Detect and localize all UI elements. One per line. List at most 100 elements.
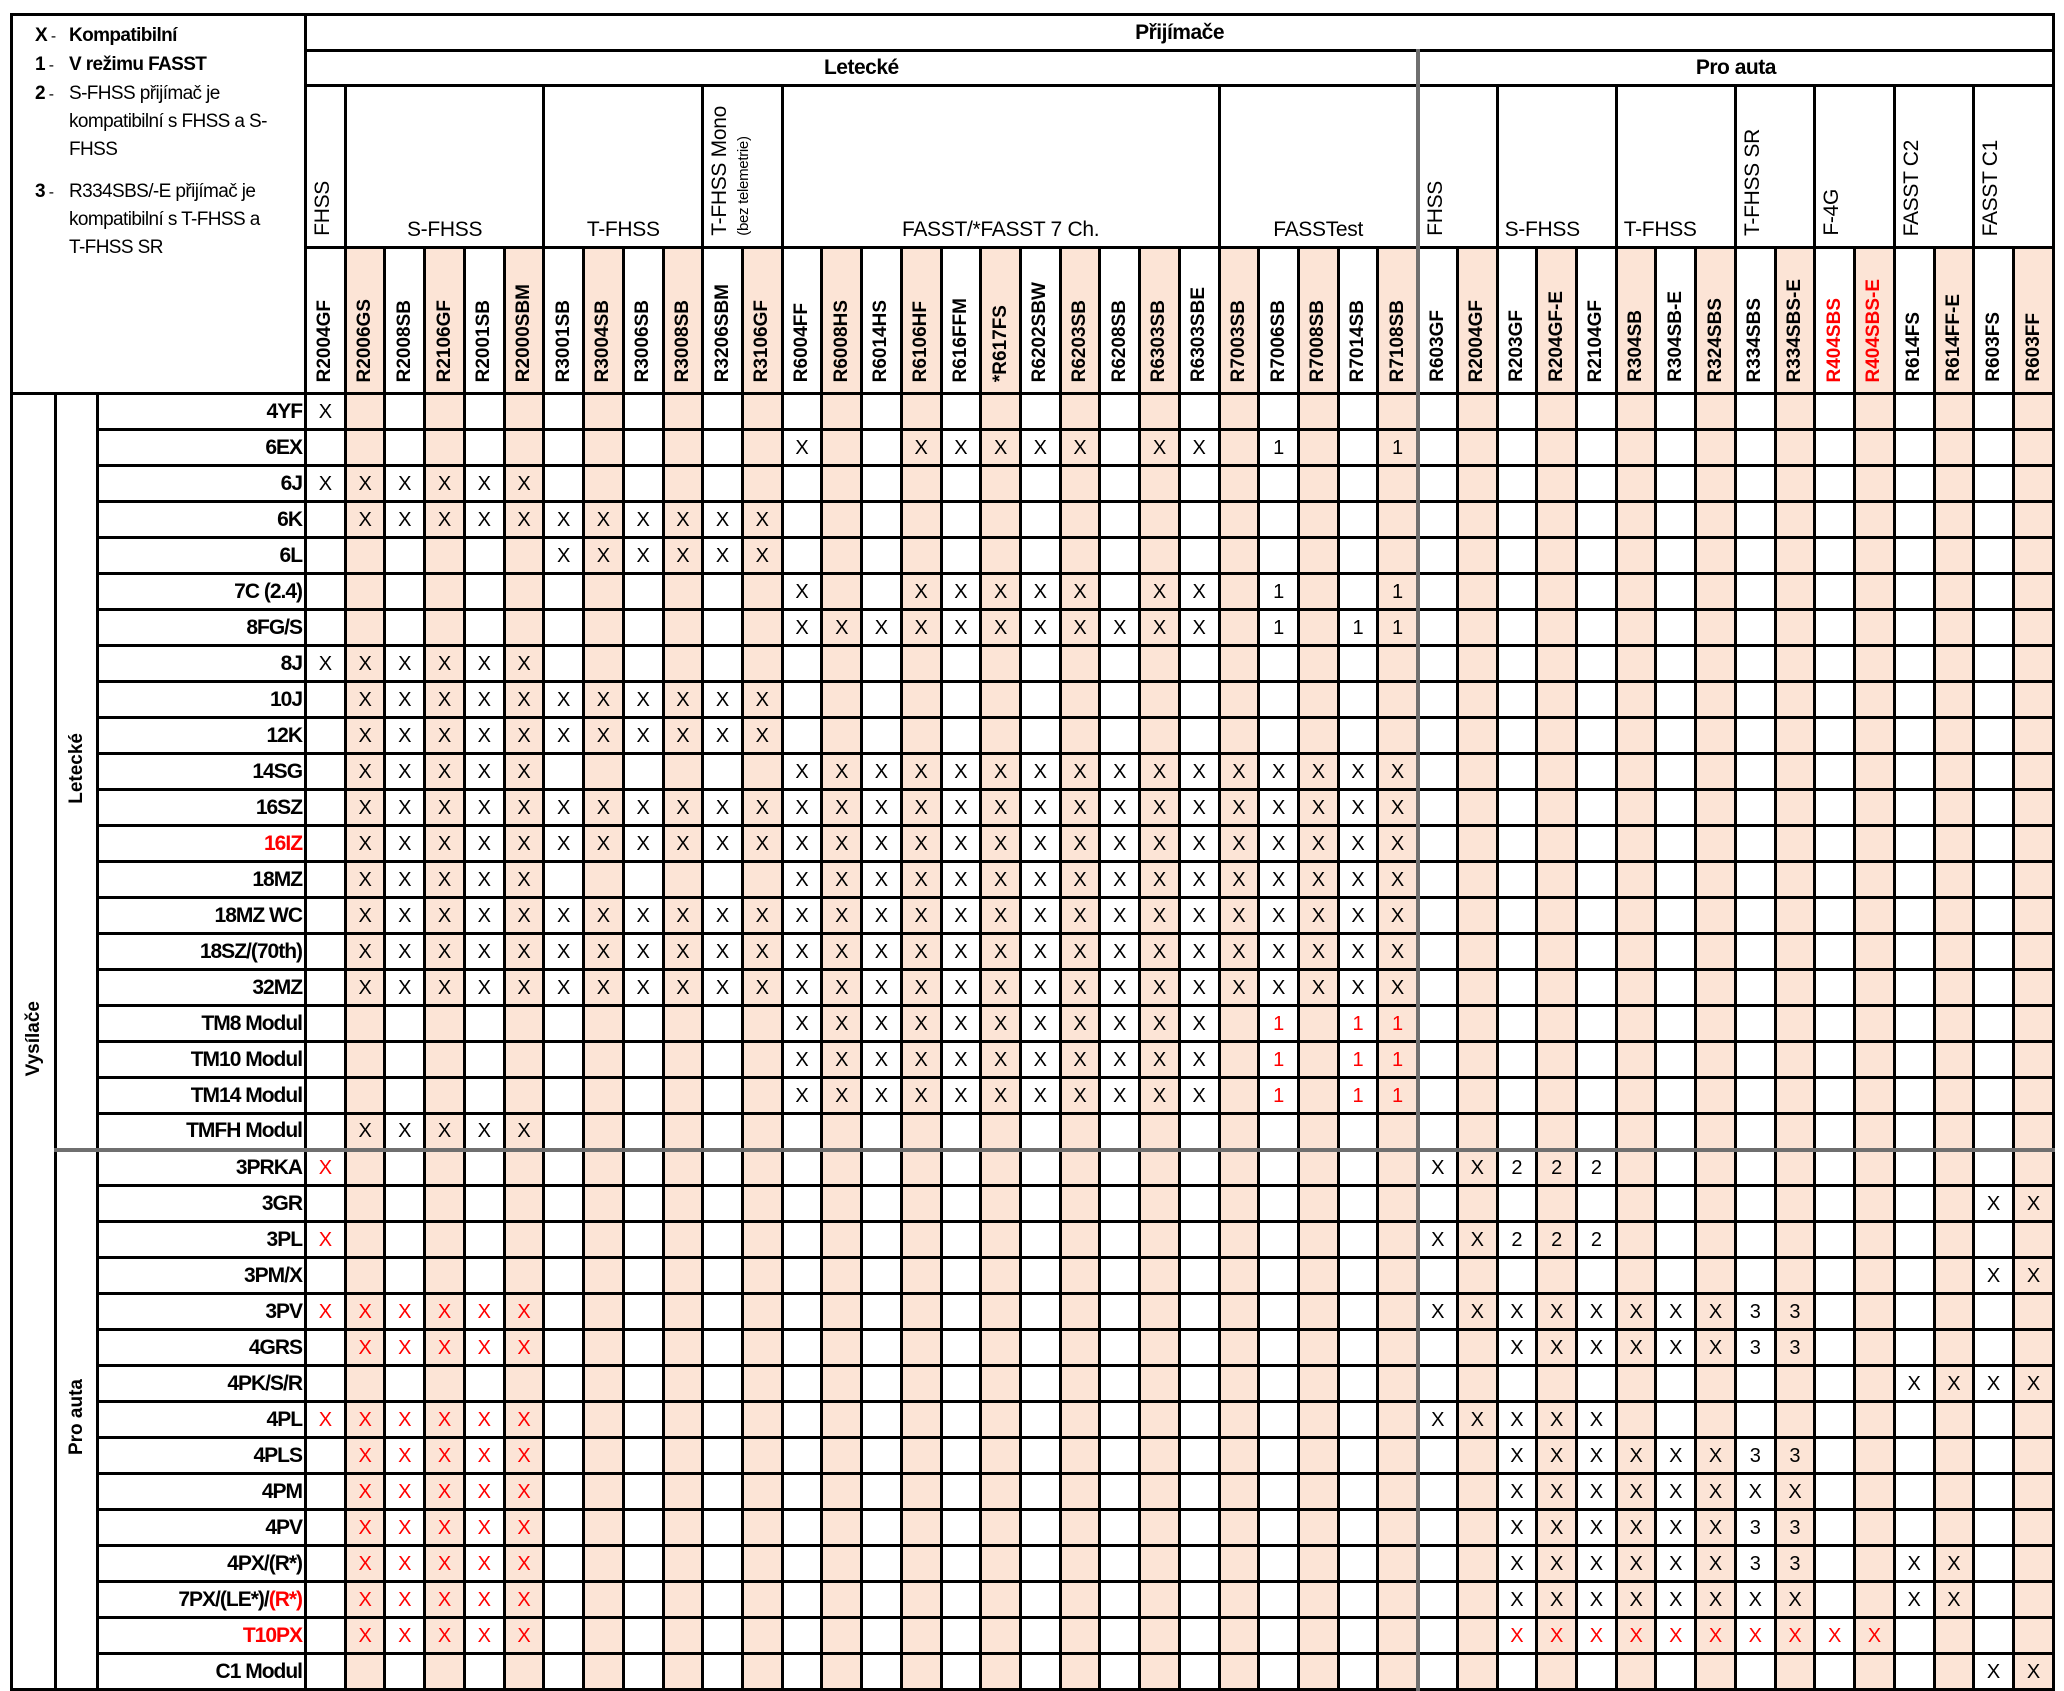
compatibility-cell: X xyxy=(1614,1544,1658,1583)
compatibility-cell xyxy=(979,716,1022,755)
compatibility-cell: X xyxy=(1495,1580,1539,1619)
compatibility-cell: X xyxy=(1018,968,1062,1007)
compatibility-cell xyxy=(1376,536,1420,575)
compatibility-cell xyxy=(1575,968,1618,1007)
compatibility-cell: X xyxy=(1495,1508,1539,1547)
compatibility-cell xyxy=(979,1364,1022,1403)
receiver-group-sublabel: (bez telemetrie) xyxy=(735,136,753,236)
compatibility-cell: X xyxy=(899,896,943,935)
compatibility-cell xyxy=(1654,1040,1698,1079)
compatibility-cell xyxy=(1733,608,1777,647)
compatibility-cell xyxy=(1138,1328,1181,1367)
compatibility-cell xyxy=(2011,1040,2056,1079)
compatibility-cell xyxy=(1575,644,1618,683)
receiver-group-label: T-FHSS Mono (bez telemetrie) xyxy=(708,106,756,236)
compatibility-cell: X xyxy=(343,1328,387,1367)
compatibility-cell xyxy=(860,1184,903,1223)
compatibility-cell: X xyxy=(343,1112,387,1151)
compatibility-cell: X xyxy=(1257,896,1300,935)
compatibility-cell: X xyxy=(502,644,546,683)
compatibility-cell: 1 xyxy=(1257,1004,1300,1043)
compatibility-cell: X xyxy=(582,932,625,971)
compatibility-cell xyxy=(1853,608,1896,647)
compatibility-cell xyxy=(1376,1364,1420,1403)
compatibility-cell xyxy=(1257,500,1300,539)
compatibility-cell: 1 xyxy=(1376,1004,1420,1043)
compatibility-cell xyxy=(1495,824,1539,863)
compatibility-cell xyxy=(1733,716,1777,755)
compatibility-cell: X xyxy=(462,1616,506,1655)
compatibility-cell xyxy=(1575,860,1618,899)
compatibility-cell xyxy=(1138,1508,1181,1547)
compatibility-cell xyxy=(2011,968,2056,1007)
compatibility-cell xyxy=(1972,1292,2015,1331)
receiver-model-name: R404SBS-E xyxy=(1863,278,1885,383)
compatibility-cell xyxy=(1336,1616,1380,1655)
compatibility-cell xyxy=(1694,788,1737,827)
compatibility-cell xyxy=(1972,428,2015,467)
compatibility-cell xyxy=(1415,1004,1459,1043)
compatibility-cell xyxy=(1932,1256,1976,1295)
compatibility-cell xyxy=(1217,428,1261,467)
compatibility-cell: X xyxy=(1177,860,1221,899)
compatibility-cell: X xyxy=(502,1292,546,1331)
compatibility-cell xyxy=(1773,1147,1817,1187)
compatibility-cell xyxy=(1058,1580,1102,1619)
compatibility-cell xyxy=(1654,1076,1698,1115)
compatibility-cell xyxy=(661,1184,705,1223)
compatibility-cell xyxy=(1853,896,1896,935)
receiver-model-header: R3006SB xyxy=(621,246,665,395)
compatibility-cell xyxy=(621,644,665,683)
receiver-model-name: R616FFM xyxy=(949,297,971,382)
compatibility-cell xyxy=(1336,500,1380,539)
compatibility-cell xyxy=(1694,1040,1737,1079)
compatibility-cell: X xyxy=(1058,608,1102,647)
compatibility-cell: X xyxy=(304,392,347,431)
compatibility-cell: X xyxy=(939,860,983,899)
compatibility-cell: X xyxy=(1575,1472,1618,1511)
compatibility-cell xyxy=(1813,500,1857,539)
compatibility-cell: X xyxy=(582,680,625,719)
compatibility-cell: X xyxy=(701,500,744,539)
compatibility-cell xyxy=(2011,1436,2056,1475)
compatibility-cell xyxy=(1733,680,1777,719)
compatibility-cell xyxy=(820,1508,864,1547)
compatibility-cell: X xyxy=(1773,1616,1817,1655)
compatibility-cell: X xyxy=(979,932,1022,971)
compatibility-cell xyxy=(1376,1292,1420,1331)
compatibility-cell xyxy=(1853,500,1896,539)
compatibility-cell: X xyxy=(582,968,625,1007)
compatibility-cell xyxy=(2011,572,2056,611)
compatibility-cell: X xyxy=(383,1508,427,1547)
transmitter-name-part: 7C (2.4) xyxy=(234,579,303,603)
compatibility-cell xyxy=(1257,1400,1300,1439)
compatibility-cell xyxy=(1336,392,1380,431)
compatibility-cell: X xyxy=(1614,1436,1658,1475)
compatibility-cell xyxy=(860,392,903,431)
compatibility-cell xyxy=(1455,1112,1499,1151)
compatibility-cell xyxy=(899,716,943,755)
compatibility-cell xyxy=(1098,680,1142,719)
compatibility-cell: X xyxy=(1575,1580,1618,1619)
compatibility-cell xyxy=(701,1147,744,1187)
transmitter-name-part: 4GRS xyxy=(248,1335,303,1359)
compatibility-cell xyxy=(1217,1220,1261,1259)
compatibility-cell xyxy=(2011,1112,2056,1151)
compatibility-cell xyxy=(1932,1292,1976,1331)
compatibility-cell: X xyxy=(1177,608,1221,647)
compatibility-cell xyxy=(2011,824,2056,863)
compatibility-cell xyxy=(1813,1112,1857,1151)
compatibility-cell xyxy=(740,1256,784,1295)
compatibility-cell: X xyxy=(502,716,546,755)
compatibility-cell xyxy=(1058,1472,1102,1511)
compatibility-cell xyxy=(661,1256,705,1295)
compatibility-cell xyxy=(1773,968,1817,1007)
compatibility-cell xyxy=(1614,1220,1658,1259)
compatibility-cell xyxy=(701,572,744,611)
compatibility-cell: X xyxy=(1217,932,1261,971)
compatibility-cell xyxy=(1813,536,1857,575)
compatibility-cell: X xyxy=(780,572,824,611)
compatibility-cell xyxy=(1654,644,1698,683)
compatibility-cell xyxy=(1455,896,1499,935)
compatibility-cell: X xyxy=(860,1040,903,1079)
